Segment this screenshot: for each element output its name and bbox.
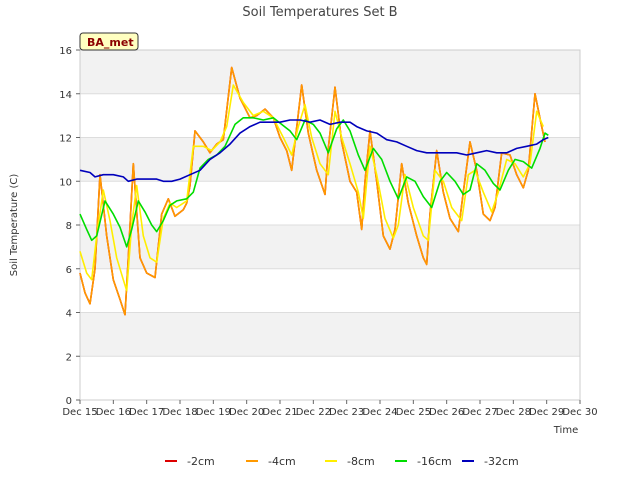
x-tick-label: Dec 29 (529, 407, 564, 418)
station-label: BA_met (87, 36, 134, 49)
x-tick-label: Dec 20 (229, 407, 264, 418)
x-tick-label: Dec 28 (496, 407, 531, 418)
x-tick-label: Dec 16 (96, 407, 131, 418)
series-lines (79, 66, 549, 316)
x-tick-label: Dec 15 (62, 407, 97, 418)
plot-band (80, 50, 580, 94)
series-line-32cm (79, 119, 549, 183)
plot-bands (80, 50, 580, 357)
x-tick-label: Dec 25 (396, 407, 431, 418)
series-line-16cm (79, 117, 549, 248)
legend-label: -4cm (268, 455, 296, 468)
x-tick-label: Dec 30 (562, 407, 597, 418)
y-tick-label: 10 (59, 177, 72, 188)
y-tick-label: 6 (66, 265, 72, 276)
legend-label: -16cm (417, 455, 452, 468)
series-line-2cm (79, 66, 546, 316)
chart-title: Soil Temperatures Set B (242, 5, 397, 20)
x-axis-label: Time (553, 425, 578, 436)
y-tick-label: 12 (59, 134, 72, 145)
plot-band (80, 225, 580, 269)
y-axis: 0 2 4 6 8 10 12 14 16 (59, 46, 80, 407)
legend-label: -32cm (484, 455, 519, 468)
y-tick-label: 4 (66, 309, 72, 320)
y-tick-label: 0 (66, 396, 72, 407)
x-tick-label: Dec 17 (129, 407, 164, 418)
x-tick-label: Dec 27 (462, 407, 497, 418)
legend-label: -2cm (187, 455, 215, 468)
x-tick-label: Dec 22 (296, 407, 331, 418)
legend-label: -8cm (347, 455, 375, 468)
station-badge: BA_met (79, 32, 139, 51)
y-axis-label: Soil Temperature (C) (9, 174, 20, 277)
x-tick-label: Dec 18 (162, 407, 197, 418)
plot-band (80, 312, 580, 357)
x-tick-label: Dec 24 (362, 407, 397, 418)
x-tick-label: Dec 23 (329, 407, 364, 418)
station-badge-box (79, 32, 139, 51)
legend: -2cm -4cm -8cm -16cm -32cm (165, 455, 519, 468)
y-tick-label: 2 (66, 352, 72, 363)
x-tick-label: Dec 19 (196, 407, 231, 418)
y-tick-label: 16 (59, 46, 72, 57)
series-line-4cm (79, 66, 546, 316)
x-tick-label: Dec 21 (262, 407, 297, 418)
y-tick-label: 14 (59, 90, 72, 101)
y-tick-label: 8 (66, 221, 72, 232)
x-tick-label: Dec 26 (429, 407, 464, 418)
